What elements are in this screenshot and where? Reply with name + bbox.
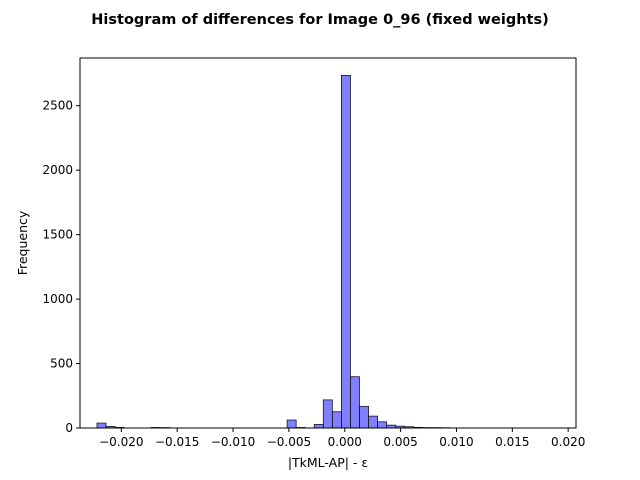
x-tick-label: −0.005 — [267, 435, 311, 449]
histogram-bar — [313, 423, 324, 429]
histogram-bar — [331, 411, 342, 429]
x-tick-label: −0.020 — [99, 435, 143, 449]
histogram-bar — [322, 399, 333, 429]
x-tick-label: 0.010 — [439, 435, 473, 449]
histogram-bar — [96, 422, 107, 429]
y-tick-label: 500 — [50, 357, 73, 371]
plot-frame — [79, 57, 577, 429]
y-tick-label: 1500 — [42, 228, 73, 242]
x-tick-label: −0.015 — [155, 435, 199, 449]
y-tick-label: 0 — [65, 421, 73, 435]
y-axis-label: Frequency — [15, 210, 30, 275]
histogram-bar — [368, 415, 379, 429]
histogram-bar — [377, 421, 388, 429]
x-tick-label: −0.010 — [211, 435, 255, 449]
y-tick-label: 2500 — [42, 99, 73, 113]
histogram-bar — [350, 376, 360, 429]
x-axis-label: |TkML-AP| - ε — [288, 455, 368, 470]
y-tick-label: 2000 — [42, 163, 73, 177]
x-tick-label: 0.005 — [383, 435, 417, 449]
chart-title: Histogram of differences for Image 0_96 … — [91, 12, 548, 28]
y-tick-label: 1000 — [42, 292, 73, 306]
histogram-bar — [286, 419, 297, 429]
histogram-bar — [341, 75, 351, 429]
y-axis: 0 500 1000 1500 2000 2500 — [42, 99, 80, 435]
histogram-bar — [359, 405, 369, 429]
x-tick-label: 0.000 — [328, 435, 362, 449]
x-axis: −0.020 −0.015 −0.010 −0.005 0.000 0.005 0.010 0… — [99, 428, 585, 449]
x-tick-label: 0.015 — [495, 435, 529, 449]
histogram-bars — [96, 75, 451, 429]
x-tick-label: 0.020 — [551, 435, 585, 449]
